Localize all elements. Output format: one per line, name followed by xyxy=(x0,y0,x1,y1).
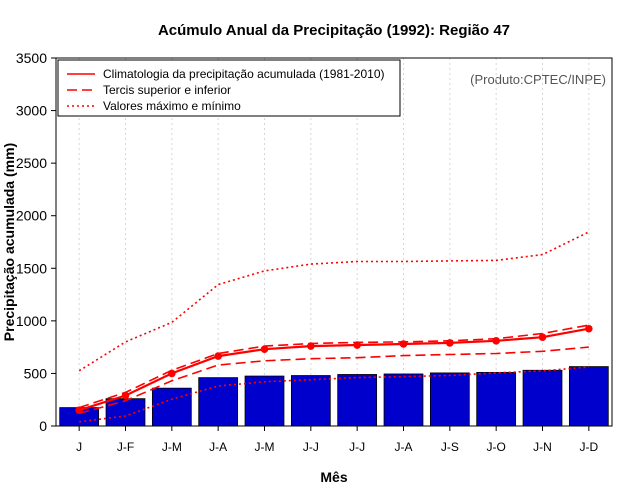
y-tick-label: 2000 xyxy=(16,208,47,224)
chart-title: Acúmulo Anual da Precipitação (1992): Re… xyxy=(158,22,510,39)
x-axis-title: Mês xyxy=(320,469,347,485)
legend-label: Valores máximo e mínimo xyxy=(103,99,241,113)
bar xyxy=(337,374,378,427)
y-tick-label: 3000 xyxy=(16,103,47,119)
y-tick-label: 0 xyxy=(39,418,47,434)
series-lines xyxy=(75,231,593,423)
x-tick-label: J xyxy=(76,440,82,454)
x-tick-label: J-O xyxy=(486,440,505,454)
x-tick-label: J-M xyxy=(162,440,182,454)
bars xyxy=(59,366,609,427)
data-point xyxy=(214,352,222,360)
y-axis-title: Precipitação acumulada (mm) xyxy=(1,143,17,341)
legend-label: Climatologia da precipitação acumulada (… xyxy=(103,67,385,81)
series-line xyxy=(79,366,589,423)
bar xyxy=(105,398,146,427)
bar xyxy=(244,375,285,427)
legend: Climatologia da precipitação acumulada (… xyxy=(57,59,401,117)
x-tick-label: J-J xyxy=(349,440,365,454)
bar xyxy=(429,372,470,427)
bar xyxy=(568,366,609,427)
x-tick-label: J-S xyxy=(441,440,459,454)
series-line xyxy=(78,327,589,412)
y-tick-label: 1500 xyxy=(16,260,47,276)
data-point xyxy=(585,324,593,333)
source-note: (Produto:CPTEC/INPE) xyxy=(470,72,606,87)
y-tick-label: 500 xyxy=(24,365,48,381)
x-tick-label: J-J xyxy=(303,440,319,454)
bar xyxy=(522,369,563,427)
bar xyxy=(198,377,239,427)
x-tick-label: J-M xyxy=(255,440,275,454)
axes: 0 500 1000 1500 2000 2500 3000 3500 J J-F J-M J-A J-… xyxy=(16,50,613,454)
x-tick-label: J-F xyxy=(117,440,134,454)
legend-label: Tercis superior e inferior xyxy=(103,83,231,97)
series-line xyxy=(78,324,589,409)
data-point xyxy=(538,333,547,341)
bar xyxy=(151,387,192,427)
bar xyxy=(290,375,331,427)
y-tick-label: 2500 xyxy=(16,155,47,171)
y-tick-label: 3500 xyxy=(16,50,47,66)
series-line xyxy=(78,231,590,372)
data-point xyxy=(260,345,269,354)
bar xyxy=(476,371,517,427)
plot-frame xyxy=(55,57,613,427)
grid-lines xyxy=(78,58,590,426)
legend-box xyxy=(57,59,401,117)
bar xyxy=(383,373,424,427)
y-tick-label: 1000 xyxy=(16,313,47,329)
x-tick-label: J-N xyxy=(533,440,552,454)
x-tick-label: J-A xyxy=(395,440,413,454)
series-line xyxy=(78,346,589,415)
x-tick-label: J-D xyxy=(579,440,598,454)
x-tick-label: J-A xyxy=(209,440,227,454)
